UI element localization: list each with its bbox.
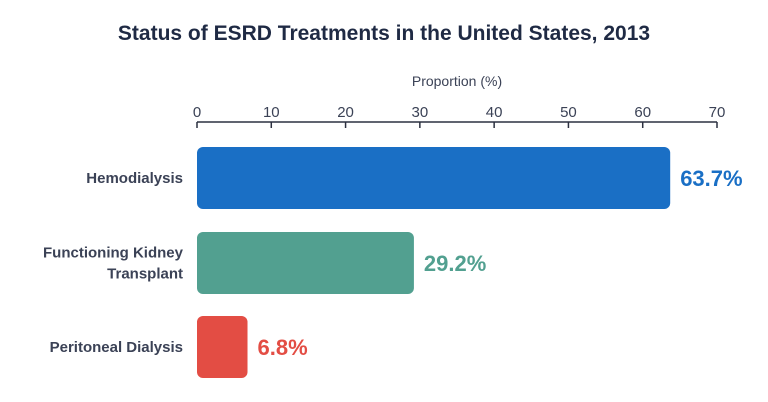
x-tick-label: 70	[709, 104, 726, 121]
data-label: 6.8%	[258, 335, 308, 360]
chart-title: Status of ESRD Treatments in the United …	[118, 22, 650, 45]
x-tick-label: 40	[486, 104, 503, 121]
x-axis: 0 10 20 30 40 50 60 70	[193, 104, 726, 128]
bar	[197, 232, 414, 294]
category-label-line: Functioning Kidney	[43, 245, 184, 262]
data-label: 29.2%	[424, 251, 486, 276]
x-tick-label: 10	[263, 104, 280, 121]
x-axis-title: Proportion (%)	[412, 73, 502, 89]
category-label-line: Transplant	[107, 266, 183, 283]
category-label-line: Peritoneal Dialysis	[50, 339, 183, 356]
bar	[197, 147, 671, 209]
x-tick-label: 50	[560, 104, 577, 121]
bars-group: Hemodialysis 63.7% Functioning Kidney Trans…	[43, 147, 743, 378]
x-tick-label: 0	[193, 104, 201, 121]
x-tick-label: 30	[412, 104, 429, 121]
x-tick-label: 20	[337, 104, 354, 121]
x-tick-label: 60	[634, 104, 651, 121]
bar	[197, 316, 248, 378]
category-label: Hemodialysis	[86, 170, 183, 187]
category-label-line: Hemodialysis	[86, 170, 183, 187]
category-label: Peritoneal Dialysis	[50, 339, 183, 356]
data-label: 63.7%	[680, 166, 742, 191]
category-label: Functioning Kidney Transplant	[43, 245, 184, 283]
